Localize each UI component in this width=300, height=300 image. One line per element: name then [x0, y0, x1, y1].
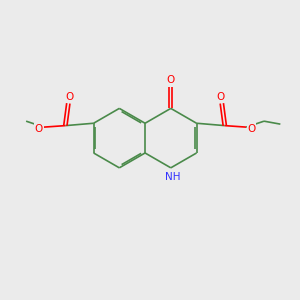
Text: NH: NH [164, 172, 180, 182]
Text: O: O [216, 92, 224, 102]
Text: O: O [66, 92, 74, 102]
Text: O: O [35, 124, 43, 134]
Text: O: O [167, 76, 175, 85]
Text: O: O [247, 124, 255, 134]
